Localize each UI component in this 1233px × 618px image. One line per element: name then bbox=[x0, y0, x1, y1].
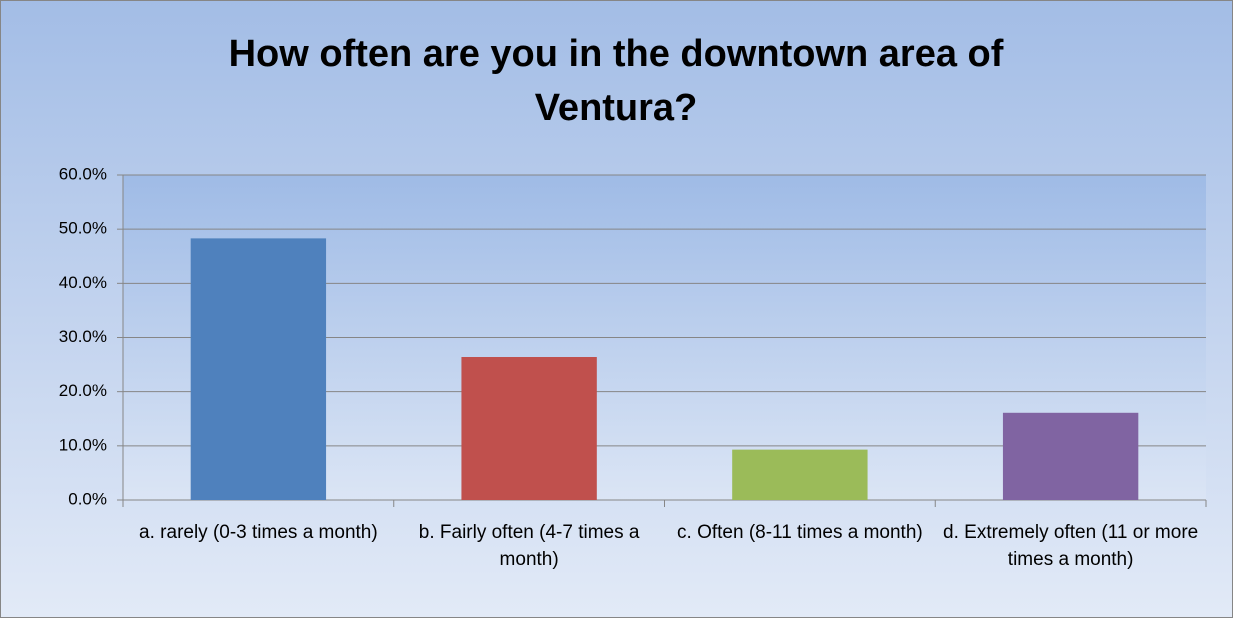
y-tick-label: 10.0% bbox=[59, 435, 107, 454]
x-tick-label: d. Extremely often (11 or more times a m… bbox=[943, 522, 1199, 570]
y-tick-label: 40.0% bbox=[59, 273, 107, 292]
bar bbox=[461, 357, 597, 500]
y-tick-label: 20.0% bbox=[59, 381, 107, 400]
y-tick-label: 30.0% bbox=[59, 327, 107, 346]
y-tick-label: 0.0% bbox=[68, 489, 107, 508]
y-tick-label: 60.0% bbox=[59, 164, 107, 183]
x-tick-label: b. Fairly often (4-7 times a month) bbox=[418, 522, 640, 570]
bar bbox=[732, 449, 868, 500]
bar bbox=[1002, 412, 1139, 500]
x-tick-label: c. Often (8-11 times a month) bbox=[677, 522, 923, 543]
y-tick-label: 50.0% bbox=[59, 219, 107, 238]
bar bbox=[190, 238, 327, 500]
x-tick-label: a. rarely (0-3 times a month) bbox=[139, 522, 378, 543]
chart-title: How often are you in the downtown area o… bbox=[228, 33, 1004, 129]
